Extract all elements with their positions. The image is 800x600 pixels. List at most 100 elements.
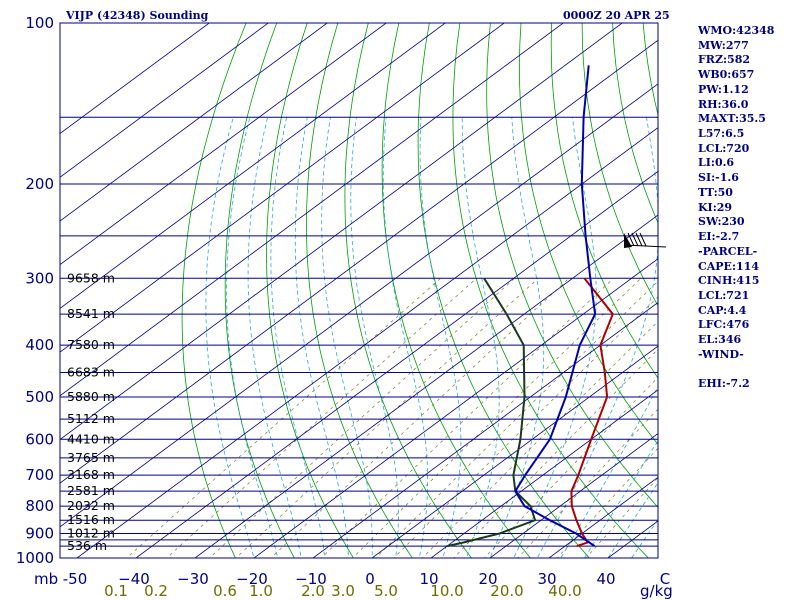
background-lines <box>60 23 800 569</box>
dry-adiabat <box>344 23 472 558</box>
dry-adiabat <box>417 23 590 558</box>
isotherm <box>489 433 658 558</box>
isotherm <box>60 23 210 135</box>
sounding-index: SW:230 <box>698 215 745 229</box>
sounding-index: -WIND- <box>698 347 744 361</box>
temperature-tick-label: −10 <box>295 570 327 588</box>
mixing-ratio-tick-label: 2.0 <box>301 582 325 600</box>
sounding-indices: WMO:42348 MW:277 FRZ:582 WB0:657 PW:1.12 RH:3… <box>698 24 774 392</box>
mixing-ratio-unit-label: g/kg <box>640 582 673 600</box>
sounding-index: TT:50 <box>698 185 733 199</box>
sounding-trace <box>570 277 614 548</box>
plot-frame <box>59 22 659 559</box>
pressure-tick-label: 800 <box>25 497 54 515</box>
sounding-trace <box>446 277 537 548</box>
pressure-tick-label: 200 <box>25 175 54 193</box>
sounding-index: -PARCEL- <box>698 244 758 258</box>
mixing-ratio-tick-label: 1.0 <box>249 582 273 600</box>
sounding-index: LI:0.6 <box>698 156 735 170</box>
wind-barb-feather <box>639 232 647 247</box>
pressure-tick-label: 600 <box>25 430 54 448</box>
mixing-ratio-tick-label: 20.0 <box>490 582 523 600</box>
sounding-index: EI:-2.7 <box>698 230 740 244</box>
mixing-ratio-tick-label: 0.2 <box>144 582 168 600</box>
sounding-index: MAXT:35.5 <box>698 112 766 126</box>
sounding-index: LCL:721 <box>698 288 750 302</box>
height-label: 2581 m <box>67 483 115 498</box>
wind-barb <box>623 232 667 249</box>
mixing-ratio-line <box>517 408 658 558</box>
isotherm <box>135 170 658 558</box>
mixing-ratio-tick-label: 0.6 <box>213 582 237 600</box>
pressure-tick-label: 100 <box>25 14 54 32</box>
isotherm <box>60 23 564 397</box>
pressure-unit-label: mb <box>34 570 58 588</box>
sounding-index: LCL:720 <box>698 141 750 155</box>
isotherm <box>76 127 658 558</box>
isotherm <box>60 23 623 440</box>
mixing-ratio-line <box>483 376 658 558</box>
isotherm <box>60 23 505 353</box>
temperature-tick-label: −40 <box>118 570 150 588</box>
dry-adiabat <box>266 23 354 558</box>
height-label: 3765 m <box>67 450 115 465</box>
sounding-index: L57:6.5 <box>698 127 745 141</box>
temperature-tick-label: 0 <box>365 570 375 588</box>
sounding-index: FRZ:582 <box>698 53 751 67</box>
height-label: 2032 m <box>67 498 115 513</box>
height-label: 5112 m <box>67 411 115 426</box>
sounding-index: WB0:657 <box>698 68 755 82</box>
isotherm <box>194 214 658 558</box>
isotherm <box>430 389 658 558</box>
height-label: 5880 m <box>67 389 115 404</box>
plot-background <box>60 23 658 558</box>
temperature-tick-label: -50 <box>63 570 88 588</box>
sounding-index: SI:-1.6 <box>698 171 739 185</box>
dry-adiabat <box>181 23 247 558</box>
dry-adiabat <box>518 23 658 446</box>
sounding-index: EHI:-7.2 <box>698 377 750 391</box>
temperature-tick-label: 10 <box>419 570 438 588</box>
mixing-ratio-line <box>421 321 658 558</box>
temperature-tick-label: −20 <box>236 570 268 588</box>
valid-time: 0000Z 20 APR 25 <box>563 9 670 22</box>
temperature-tick-label: C <box>660 570 670 588</box>
sounding-index: CAP:4.4 <box>698 303 747 317</box>
sounding-index: KI:29 <box>698 200 733 214</box>
isotherm <box>60 39 658 484</box>
height-label: 1516 m <box>67 512 115 527</box>
height-label: 3168 m <box>67 467 115 482</box>
pressure-tick-label: 700 <box>25 466 54 484</box>
dry-adiabat <box>224 23 295 558</box>
mixing-ratio-tick-label: 40.0 <box>548 582 581 600</box>
mixing-ratio-tick-label: 10.0 <box>430 582 463 600</box>
pressure-tick-label: 400 <box>25 336 54 354</box>
sounding-index: WMO:42348 <box>698 24 775 37</box>
dry-adiabat <box>486 23 658 508</box>
sounding-trace <box>514 65 597 547</box>
temperature-tick-label: 30 <box>537 570 556 588</box>
wind-barb-feather <box>627 232 635 247</box>
sounding-index: LFC:476 <box>698 318 750 332</box>
sounding-index: PW:1.12 <box>698 82 749 96</box>
sounding-index: CINH:415 <box>698 274 760 288</box>
wind-barb-feather <box>635 232 643 247</box>
isotherm <box>60 23 269 178</box>
sounding-index: RH:36.0 <box>698 97 749 111</box>
mixing-ratio-tick-label: 3.0 <box>331 582 355 600</box>
height-label: 8541 m <box>67 306 115 321</box>
height-label: 7580 m <box>67 337 115 352</box>
station-title: VIJP (42348) Sounding <box>65 9 209 22</box>
isotherm <box>60 23 328 222</box>
wind-barb-feather <box>631 232 639 247</box>
pressure-tick-label: 500 <box>25 388 54 406</box>
sounding-index <box>698 363 774 378</box>
dry-adiabat <box>796 23 800 569</box>
height-label: 536 m <box>67 538 107 553</box>
sounding-index: EL:346 <box>698 333 742 347</box>
sounding-index: CAPE:114 <box>698 259 759 273</box>
height-label: 6683 m <box>67 365 115 380</box>
sounding-index: MW:277 <box>698 38 749 52</box>
